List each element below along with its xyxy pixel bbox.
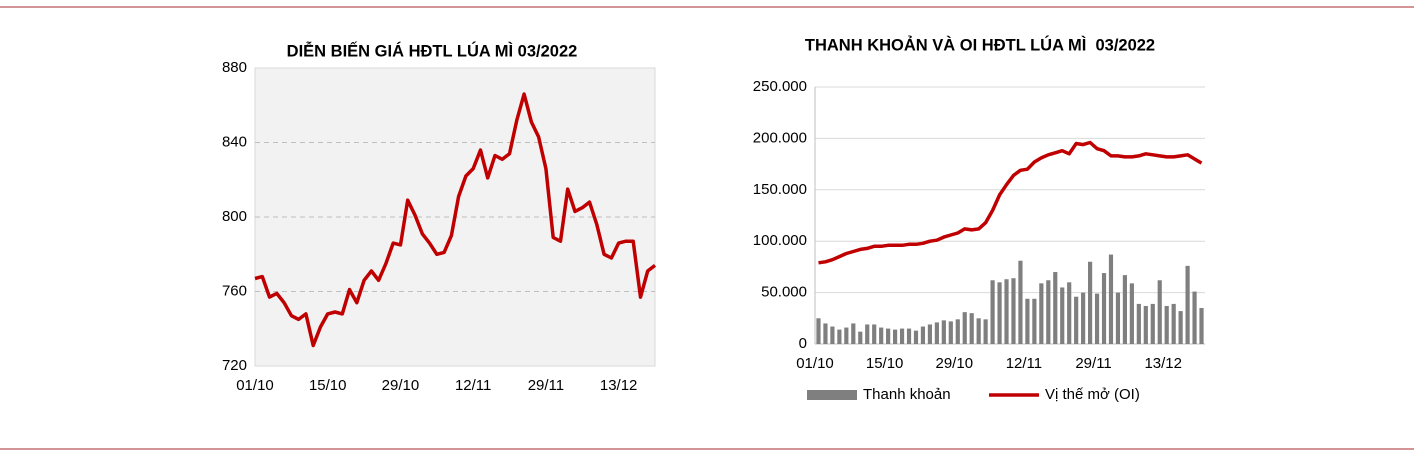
bar: [1192, 291, 1197, 344]
x-tick-label: 15/10: [866, 355, 904, 372]
y-tick-label: 50.000: [761, 284, 807, 301]
y-tick-label: 800: [222, 208, 247, 225]
bar: [893, 329, 898, 344]
bar: [1032, 298, 1037, 344]
bar: [1157, 280, 1162, 344]
bar: [886, 328, 891, 344]
bar: [1053, 272, 1058, 344]
bar: [1129, 283, 1134, 344]
bar: [969, 313, 974, 344]
bar: [983, 319, 988, 344]
bar: [1136, 303, 1141, 344]
bar: [1122, 275, 1127, 344]
bar: [1067, 282, 1072, 344]
y-tick-label: 880: [222, 59, 247, 76]
bar: [906, 328, 912, 344]
bar: [858, 331, 863, 344]
bar: [1150, 303, 1155, 344]
x-tick-label: 12/11: [455, 377, 491, 394]
bar: [948, 321, 953, 344]
bar: [1199, 308, 1204, 344]
x-tick-label: 01/10: [236, 377, 274, 394]
y-tick-label: 720: [222, 357, 247, 374]
legend-swatch: [807, 390, 857, 400]
bar: [955, 319, 960, 344]
bar: [823, 323, 828, 344]
bar: [1101, 273, 1107, 344]
chart-title: DIỄN BIẾN GIÁ HĐTL LÚA MÌ 03/2022: [287, 41, 578, 60]
bar: [997, 282, 1002, 344]
bar: [844, 327, 849, 344]
x-tick-label: 01/10: [796, 355, 834, 372]
bar: [899, 328, 905, 344]
bar: [1088, 261, 1093, 344]
bar: [934, 322, 939, 344]
bar: [1004, 279, 1009, 344]
bar: [913, 330, 919, 344]
bar: [1039, 283, 1044, 344]
line: [818, 140, 1203, 265]
y-tick-label: 100.000: [753, 232, 807, 249]
bar: [851, 323, 856, 344]
bar: [830, 326, 835, 344]
bar: [1115, 292, 1121, 344]
y-tick-label: 840: [222, 133, 247, 150]
y-tick-label: 150.000: [753, 181, 807, 198]
bar: [1178, 311, 1183, 344]
bar: [1074, 296, 1079, 344]
bar: [1094, 293, 1100, 344]
bar: [962, 312, 967, 344]
y-tick-label: 760: [222, 282, 247, 299]
legend-label: Thanh khoản: [863, 386, 951, 403]
bar: [1025, 298, 1030, 344]
bar: [1081, 292, 1086, 344]
bar: [816, 318, 821, 344]
bar: [990, 280, 995, 344]
x-tick-label: 13/12: [600, 377, 638, 394]
bar: [837, 329, 842, 344]
bar: [1018, 260, 1023, 344]
x-tick-label: 29/11: [1075, 355, 1111, 372]
x-tick-label: 29/11: [528, 377, 564, 394]
x-tick-label: 29/10: [382, 377, 420, 394]
bar: [1164, 305, 1169, 344]
bar: [1108, 254, 1114, 344]
bar: [1185, 265, 1190, 344]
x-tick-label: 15/10: [309, 377, 347, 394]
y-tick-label: 0: [799, 335, 807, 352]
legend-label: Vị thế mở (OI): [1045, 386, 1140, 403]
x-tick-label: 12/11: [1006, 355, 1042, 372]
bar: [1011, 278, 1016, 344]
bar: [1143, 305, 1148, 344]
bar: [927, 324, 932, 344]
line: [254, 92, 657, 348]
x-tick-label: 29/10: [936, 355, 974, 372]
chart-title: THANH KHOẢN VÀ OI HĐTL LÚA MÌ 03/2022: [805, 35, 1155, 54]
y-tick-label: 250.000: [753, 78, 807, 95]
x-tick-label: 13/12: [1144, 355, 1182, 372]
bar: [872, 324, 877, 344]
bar: [920, 326, 926, 344]
bar: [1046, 280, 1051, 344]
bar: [865, 324, 870, 344]
bar: [1060, 287, 1065, 344]
bar: [879, 327, 884, 344]
bar: [976, 318, 981, 344]
bar: [941, 320, 946, 344]
bar: [1171, 303, 1176, 344]
y-tick-label: 200.000: [753, 129, 807, 146]
